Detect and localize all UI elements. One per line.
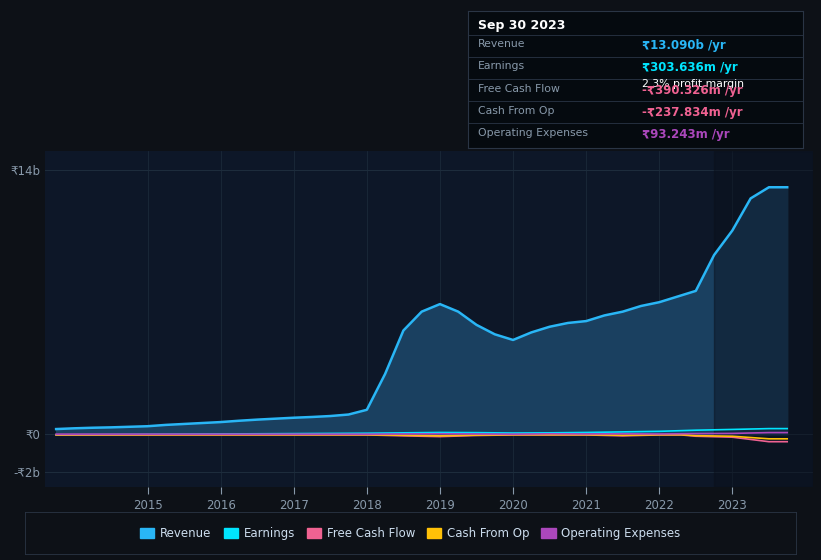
Text: ₹93.243m /yr: ₹93.243m /yr	[642, 128, 730, 141]
Text: Free Cash Flow: Free Cash Flow	[478, 84, 560, 94]
Text: -₹237.834m /yr: -₹237.834m /yr	[642, 106, 743, 119]
Text: Sep 30 2023: Sep 30 2023	[478, 18, 566, 32]
Text: ₹303.636m /yr: ₹303.636m /yr	[642, 61, 738, 74]
Legend: Revenue, Earnings, Free Cash Flow, Cash From Op, Operating Expenses: Revenue, Earnings, Free Cash Flow, Cash …	[135, 522, 686, 545]
Text: ₹13.090b /yr: ₹13.090b /yr	[642, 39, 726, 52]
Text: -₹390.326m /yr: -₹390.326m /yr	[642, 84, 743, 97]
Text: Cash From Op: Cash From Op	[478, 106, 554, 116]
Text: Operating Expenses: Operating Expenses	[478, 128, 588, 138]
Bar	[714, 151, 813, 487]
Text: Revenue: Revenue	[478, 39, 525, 49]
Text: Earnings: Earnings	[478, 61, 525, 71]
Text: 2.3% profit margin: 2.3% profit margin	[642, 79, 744, 89]
